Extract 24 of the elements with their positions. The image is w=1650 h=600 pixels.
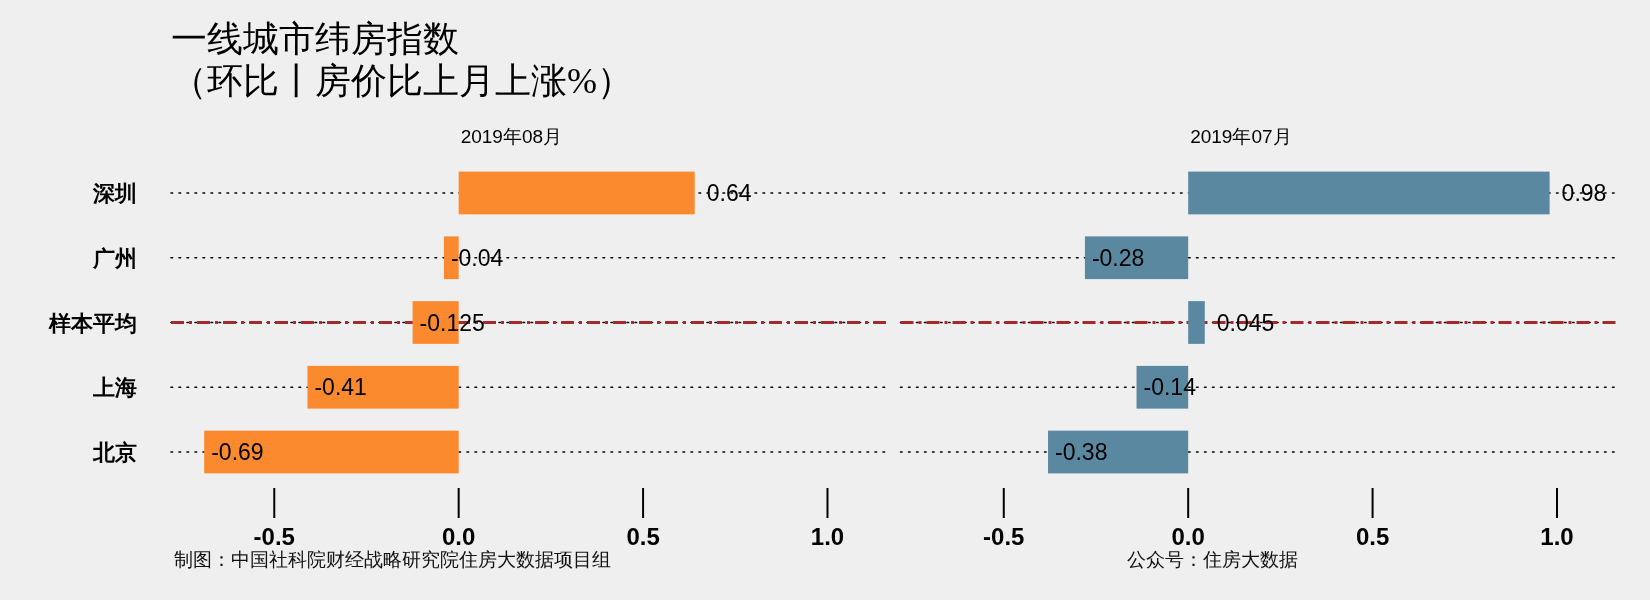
y-tick-label: 上海	[92, 375, 137, 401]
x-tick-label: 1.0	[1540, 523, 1574, 550]
chart-subtitle: 2019年08月	[460, 126, 563, 147]
data-label: -0.28	[1091, 244, 1145, 271]
data-label: -0.38	[1055, 439, 1108, 466]
x-tick-label: 0.5	[1355, 523, 1390, 550]
x-tick-label: -0.5	[253, 523, 295, 550]
chart-title: 一线城市纬房指数（环比丨房价比上月上涨%）	[171, 19, 633, 101]
x-tick-label: -0.5	[983, 523, 1025, 550]
text: 制图：中国社科院财经战略研究院住房大数据项目组	[174, 549, 611, 570]
y-tick-label: 深圳	[92, 180, 137, 206]
text: 公众号：住房大数据	[1127, 549, 1299, 570]
data-label: -0.41	[314, 374, 367, 401]
data-label: -0.69	[211, 439, 264, 466]
data-label: 0.98	[1561, 179, 1607, 206]
y-tick-label: 样本平均	[48, 310, 137, 336]
x-tick-label: 0.0	[441, 523, 476, 550]
x-tick-label: 1.0	[810, 523, 845, 550]
chart-subtitle: 2019年07月	[1190, 126, 1292, 147]
x-tick-label: 0.5	[626, 523, 660, 550]
x-tick-label: 0.0	[1171, 523, 1205, 550]
y-tick-label: 北京	[92, 440, 137, 466]
data-label: 0.64	[706, 179, 752, 206]
y-tick-label: 广州	[92, 245, 137, 271]
